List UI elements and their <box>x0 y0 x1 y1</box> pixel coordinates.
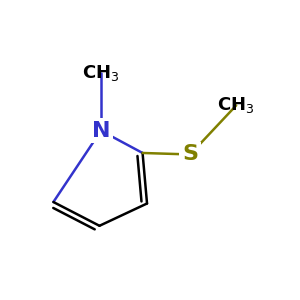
Text: S: S <box>182 145 198 164</box>
Text: CH$_3$: CH$_3$ <box>82 63 120 83</box>
Text: N: N <box>92 121 110 141</box>
Text: CH$_3$: CH$_3$ <box>218 95 255 116</box>
